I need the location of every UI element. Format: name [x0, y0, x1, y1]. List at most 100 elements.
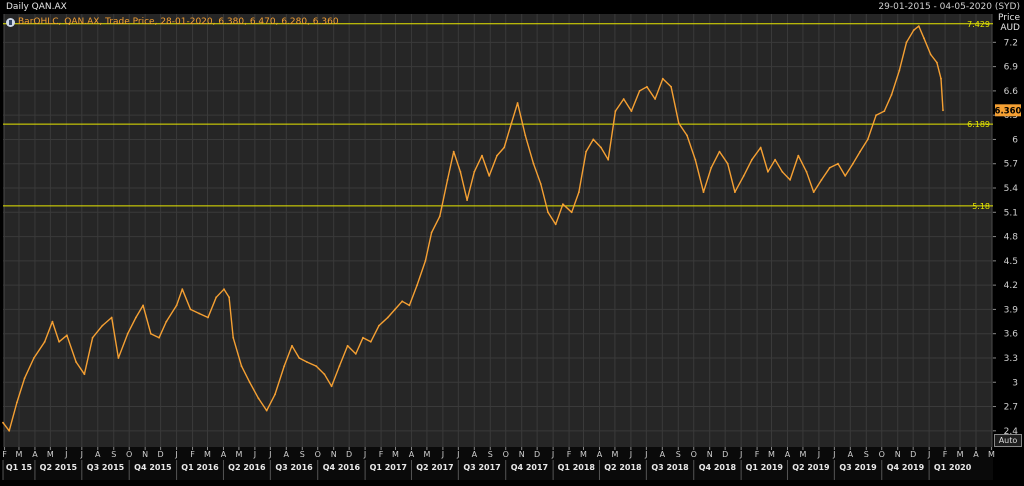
price-point	[875, 114, 877, 117]
price-point	[812, 191, 815, 194]
quarter-label: Q2 2019	[792, 463, 830, 472]
month-label: F	[755, 450, 760, 459]
reference-line-label: 5.18	[972, 202, 990, 211]
month-label: M	[204, 450, 211, 459]
price-point	[547, 211, 549, 214]
month-label: A	[848, 450, 854, 459]
price-point	[614, 110, 617, 112]
price-point	[189, 308, 192, 311]
month-label: N	[707, 450, 713, 459]
price-point	[466, 199, 468, 202]
quarter-label: Q4 2016	[323, 463, 361, 472]
month-label: M	[611, 450, 618, 459]
price-point	[562, 203, 564, 206]
price-point	[837, 162, 839, 165]
month-label: J	[551, 450, 554, 459]
price-point	[828, 166, 831, 169]
price-point	[751, 158, 753, 161]
ytick-label: 5.1	[1004, 208, 1018, 218]
month-label: M	[235, 450, 242, 459]
month-label: A	[221, 450, 227, 459]
quarter-label: Q2 2017	[416, 463, 453, 472]
price-point	[446, 179, 449, 181]
auto-scale-button[interactable]: Auto	[994, 434, 1022, 447]
series-legend[interactable]: BarOHLC, QAN.AX, Trade Price, 28-01-2020…	[6, 17, 339, 27]
price-point	[101, 324, 104, 327]
price-point	[936, 61, 938, 64]
price-point	[607, 158, 610, 161]
price-point	[23, 377, 26, 380]
month-label: S	[864, 450, 869, 459]
month-label: A	[409, 450, 415, 459]
price-point	[2, 421, 4, 424]
quarter-label: Q3 2019	[839, 463, 877, 472]
ytick-label: 3	[1012, 378, 1018, 388]
info-icon[interactable]	[6, 17, 15, 27]
month-label: J	[456, 450, 459, 459]
price-point	[207, 316, 209, 319]
month-label: N	[142, 450, 148, 459]
month-label: J	[927, 450, 930, 459]
price-point	[424, 260, 427, 262]
currency-label: AUD	[1000, 23, 1020, 33]
month-label: J	[629, 450, 632, 459]
price-point	[75, 361, 77, 363]
month-label: A	[973, 450, 979, 459]
price-label: Price	[998, 13, 1020, 23]
month-label: S	[676, 450, 681, 459]
month-label: N	[895, 450, 901, 459]
price-point	[718, 150, 721, 153]
price-point	[702, 191, 705, 194]
price-point	[362, 336, 364, 339]
price-point	[175, 304, 178, 307]
price-point	[135, 316, 137, 319]
price-point	[898, 69, 901, 72]
price-point	[524, 134, 527, 137]
price-point	[149, 332, 152, 335]
price-point	[394, 308, 396, 311]
price-point	[117, 357, 120, 359]
price-point	[554, 223, 557, 226]
quarter-label: Q4 2017	[511, 463, 548, 472]
month-label: J	[817, 450, 820, 459]
ytick-label: 6.9	[1004, 63, 1019, 73]
quarter-label: Q1 2016	[181, 463, 219, 472]
month-label: J	[739, 450, 742, 459]
last-price-layer: 6.360	[995, 104, 1022, 117]
price-point	[661, 77, 664, 80]
price-point	[805, 170, 808, 173]
ytick-label: 5.7	[1004, 160, 1018, 170]
month-label: O	[126, 450, 132, 459]
price-point	[929, 53, 932, 56]
price-point	[459, 170, 462, 173]
price-point	[378, 324, 380, 327]
price-point	[51, 320, 54, 323]
month-label: D	[534, 450, 540, 459]
ytick-label: 7.2	[1004, 38, 1018, 48]
legend-text: BarOHLC, QAN.AX, Trade Price, 28-01-2020…	[18, 17, 339, 27]
price-point	[677, 122, 680, 125]
quarter-label: Q2 2016	[228, 463, 266, 472]
month-label: A	[284, 450, 290, 459]
quarter-label: Q2 2015	[40, 463, 78, 472]
price-point	[158, 336, 161, 339]
price-point	[452, 150, 455, 153]
price-point	[323, 373, 326, 376]
price-point	[240, 365, 243, 367]
month-label: A	[597, 450, 603, 459]
price-point	[510, 122, 513, 125]
chart-title: Daily QAN.AX	[6, 2, 67, 12]
ytick-label: 3.6	[1004, 330, 1019, 340]
price-point	[585, 150, 587, 153]
month-label: M	[957, 450, 964, 459]
price-series-line	[2, 25, 944, 432]
price-point	[215, 296, 218, 299]
month-label: O	[315, 450, 321, 459]
price-point	[917, 25, 920, 27]
month-label: D	[158, 450, 164, 459]
price-point	[503, 146, 506, 149]
price-point	[291, 344, 293, 347]
price-point	[223, 288, 225, 291]
